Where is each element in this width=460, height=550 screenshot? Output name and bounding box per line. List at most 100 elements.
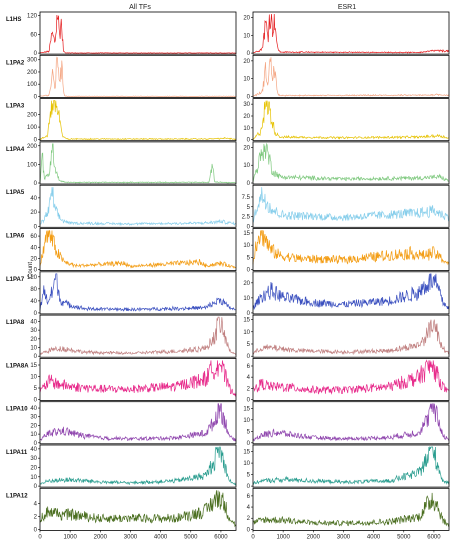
y-tick-label: 6: [247, 364, 251, 370]
y-axis-label: Count: [28, 262, 34, 278]
y-tick-label: 0: [247, 527, 251, 533]
series-line-l1pa2-esr1: [253, 57, 450, 97]
y-tick-label: 5: [247, 205, 251, 211]
series-line-l1pa6-esr1: [252, 230, 450, 266]
y-tick-label: 0: [34, 51, 38, 57]
y-tick-label: 5: [247, 342, 251, 348]
panel-frame-l1pa3-all-tfs: [39, 98, 237, 142]
y-tick-label: 0: [247, 181, 251, 187]
y-tick-label: 10: [30, 346, 37, 352]
series-line-l1pa8-esr1: [252, 319, 450, 356]
row-label-l1pa11: L1PA11: [6, 450, 28, 456]
y-tick-label: 40: [30, 245, 37, 251]
x-tick-label: 3000: [124, 534, 138, 540]
x-tick-label: 2000: [94, 534, 108, 540]
y-tick-label: 2: [247, 516, 251, 522]
y-tick-label: 10: [243, 418, 250, 424]
y-tick-label: 120: [27, 14, 38, 20]
x-tick-label: 2000: [307, 534, 321, 540]
y-tick-label: 20: [30, 256, 37, 262]
y-tick-label: 10: [243, 330, 250, 336]
y-tick-label: 20: [243, 16, 250, 22]
y-tick-label: 30: [30, 456, 37, 462]
series-line-l1pa11-esr1: [252, 445, 450, 485]
x-tick-label: 6000: [214, 534, 228, 540]
y-tick-label: 15: [243, 450, 250, 456]
x-tick-label: 1000: [63, 534, 77, 540]
panel-frame-l1pa8-all-tfs: [39, 314, 237, 358]
panel-frame-l1pa4-esr1: [252, 141, 450, 185]
series-line-l1pa8-all-tfs: [39, 316, 237, 356]
series-line-l1pa4-esr1: [252, 142, 450, 182]
series-line-l1pa12-all-tfs: [39, 490, 237, 528]
y-tick-label: 15: [30, 363, 37, 369]
y-tick-label: 10: [243, 77, 250, 83]
y-tick-label: 0: [34, 94, 38, 100]
x-tick-label: 5000: [397, 534, 411, 540]
series-line-l1hs-esr1: [252, 13, 450, 54]
y-tick-label: 100: [27, 82, 38, 88]
y-tick-label: 4: [34, 501, 38, 507]
series-line-l1pa12-esr1: [252, 492, 450, 527]
y-tick-label: 0: [34, 181, 38, 187]
x-tick-label: 4000: [367, 534, 381, 540]
y-tick-label: 0: [247, 138, 251, 144]
panel-frame-l1pa12-esr1: [252, 487, 450, 531]
row-label-l1pa7: L1PA7: [6, 277, 25, 283]
series-line-l1pa3-esr1: [252, 100, 450, 140]
y-tick-label: 0: [34, 311, 38, 317]
y-tick-label: 0: [34, 527, 38, 533]
y-tick-label: 2.5: [242, 215, 251, 221]
y-tick-label: 200: [27, 112, 38, 118]
y-tick-label: 0: [34, 441, 38, 447]
y-tick-label: 10: [243, 243, 250, 249]
panel-frame-l1hs-esr1: [252, 11, 450, 55]
series-line-l1pa8a-esr1: [252, 359, 450, 395]
panel-frame-l1pa11-esr1: [252, 444, 450, 488]
y-tick-label: 0: [34, 268, 38, 274]
panel-frame-l1pa8a-esr1: [252, 357, 450, 401]
y-tick-label: 20: [243, 114, 250, 120]
x-tick-label: 0: [251, 534, 255, 540]
y-tick-label: 5: [247, 429, 251, 435]
y-tick-label: 20: [30, 465, 37, 471]
x-tick-label: 4000: [154, 534, 168, 540]
panel-frame-l1pa10-esr1: [252, 401, 450, 445]
panel-frame-l1pa7-all-tfs: [39, 271, 237, 315]
y-tick-label: 20: [30, 423, 37, 429]
series-line-l1pa6-all-tfs: [39, 229, 237, 269]
y-tick-label: 20: [243, 145, 250, 151]
y-tick-label: 0: [247, 311, 251, 317]
y-tick-label: 0: [247, 94, 251, 100]
y-tick-label: 5: [247, 255, 251, 261]
y-tick-label: 20: [30, 337, 37, 343]
y-tick-label: 0: [247, 51, 251, 57]
x-tick-label: 6000: [427, 534, 441, 540]
row-label-l1pa6: L1PA6: [6, 234, 25, 240]
y-tick-label: 10: [243, 296, 250, 302]
panel-frame-l1pa7-esr1: [252, 271, 450, 315]
y-tick-label: 15: [243, 231, 250, 237]
y-tick-label: 300: [27, 58, 38, 64]
panel-frame-l1pa11-all-tfs: [39, 444, 237, 488]
y-tick-label: 4: [247, 505, 251, 511]
y-tick-label: 40: [30, 406, 37, 412]
row-label-l1pa10: L1PA10: [6, 407, 28, 413]
y-tick-label: 0: [247, 484, 251, 490]
y-tick-label: 15: [243, 318, 250, 324]
y-tick-label: 0: [247, 398, 251, 404]
y-tick-label: 20: [243, 281, 250, 287]
series-line-l1pa2-all-tfs: [39, 56, 237, 97]
panel-frame-l1pa8-esr1: [252, 314, 450, 358]
series-line-l1pa8a-all-tfs: [39, 360, 237, 398]
y-tick-label: 100: [27, 162, 38, 168]
y-tick-label: 30: [30, 328, 37, 334]
y-tick-label: 60: [30, 234, 37, 240]
series-line-l1pa3-all-tfs: [39, 100, 237, 141]
row-label-l1pa2: L1PA2: [6, 60, 25, 66]
y-tick-label: 120: [27, 275, 38, 281]
y-tick-label: 40: [30, 319, 37, 325]
y-tick-label: 5: [247, 473, 251, 479]
y-tick-label: 40: [30, 299, 37, 305]
